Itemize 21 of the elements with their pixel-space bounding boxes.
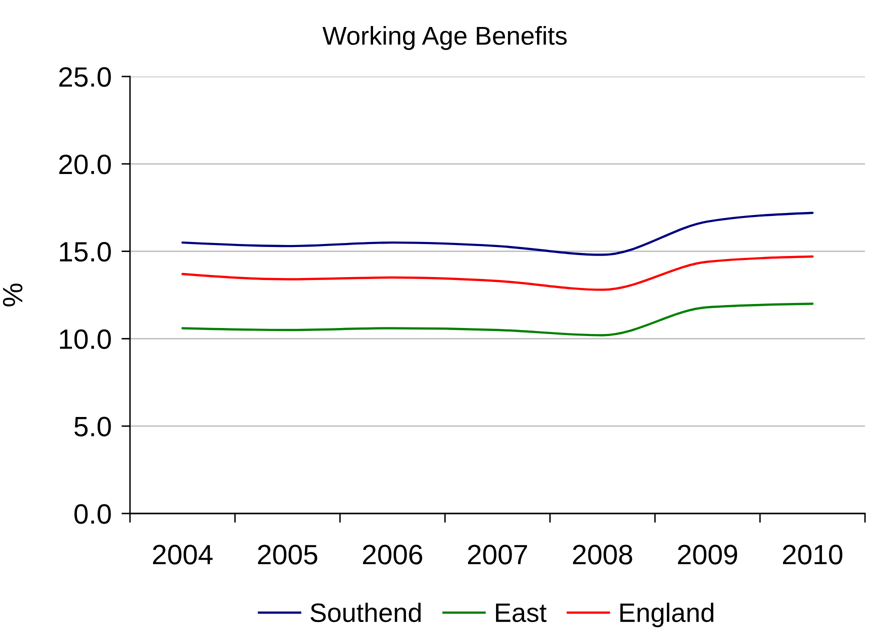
x-tick-label: 2007 xyxy=(468,544,528,564)
x-tick-label: 2008 xyxy=(573,544,632,564)
x-tick-label: 2009 xyxy=(678,544,738,564)
line-series xyxy=(181,255,814,291)
y-tick-label: 15.0 xyxy=(60,242,111,262)
y-tick-label: 5.0 xyxy=(74,416,111,436)
x-tick-label: 2004 xyxy=(153,544,213,564)
x-tick-label: 2005 xyxy=(258,544,318,564)
y-tick-label: 0.0 xyxy=(74,504,111,524)
legend-label: East xyxy=(496,604,546,622)
y-tick-label: 20.0 xyxy=(59,154,111,174)
y-tick-label: 25.0 xyxy=(59,67,111,87)
line-series xyxy=(181,212,814,256)
y-tick-label: 10.0 xyxy=(60,329,111,350)
x-tick-label: 2010 xyxy=(783,544,842,564)
legend-label: Southend xyxy=(310,602,421,622)
chart-title: Working Age Benefits xyxy=(322,26,567,50)
x-tick-label: 2006 xyxy=(363,544,422,564)
line-series xyxy=(181,302,814,336)
legend-label: England xyxy=(620,602,714,628)
y-axis-title: % xyxy=(2,284,22,306)
